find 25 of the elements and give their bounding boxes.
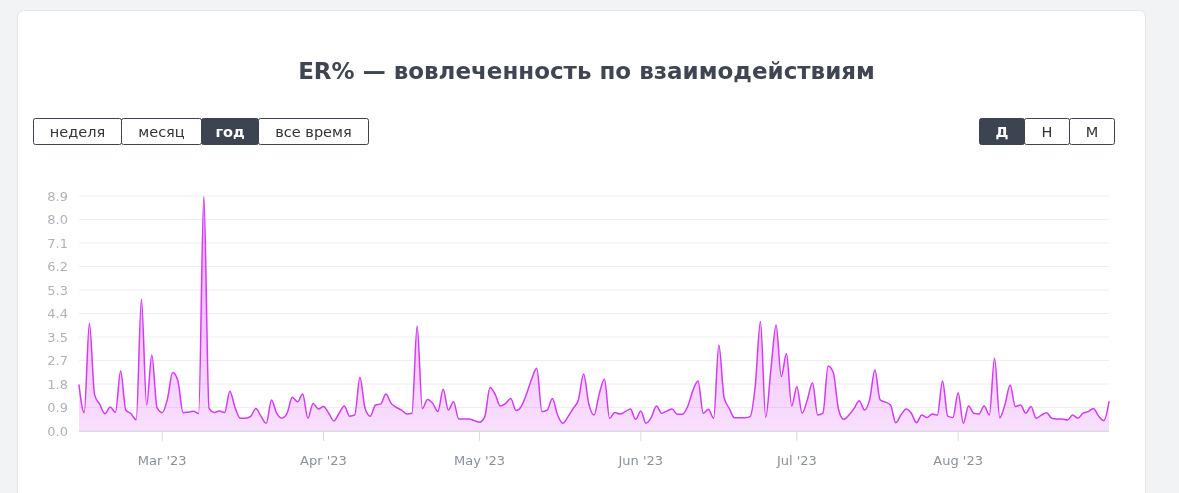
y-tick-label: 2.7 [47,353,68,368]
y-tick-label: 7.1 [47,235,68,251]
x-tick-label: Mar '23 [137,453,187,468]
y-tick-label: 8.9 [47,188,68,204]
x-tick-label: Aug '23 [933,453,983,468]
y-tick-label: 1.8 [47,376,68,392]
toggle-button[interactable]: год [201,118,259,145]
y-tick-label: 0.0 [47,423,68,439]
x-tick-label: May '23 [453,453,506,468]
toggle-button[interactable]: месяц [121,118,202,145]
chart-title: ER% — вовлеченность по взаимодействиям [298,58,875,84]
y-tick-label: 6.2 [47,259,68,274]
x-tick-label: Jul '23 [775,453,817,468]
toggle-button[interactable]: все время [258,118,369,145]
y-tick-label: 0.9 [47,400,68,415]
toggle-button[interactable]: Н [1024,118,1070,145]
y-tick-label: 3.5 [47,329,68,345]
y-tick-label: 4.4 [47,306,68,321]
toggle-button[interactable]: неделя [33,118,122,145]
toggle-button[interactable]: Д [979,118,1025,145]
x-tick-label: Jun '23 [617,453,664,468]
x-tick-label: Apr '23 [300,453,347,468]
y-tick-label: 8.0 [47,212,68,227]
y-tick-label: 5.3 [47,282,68,298]
toggle-button[interactable]: М [1069,118,1115,145]
